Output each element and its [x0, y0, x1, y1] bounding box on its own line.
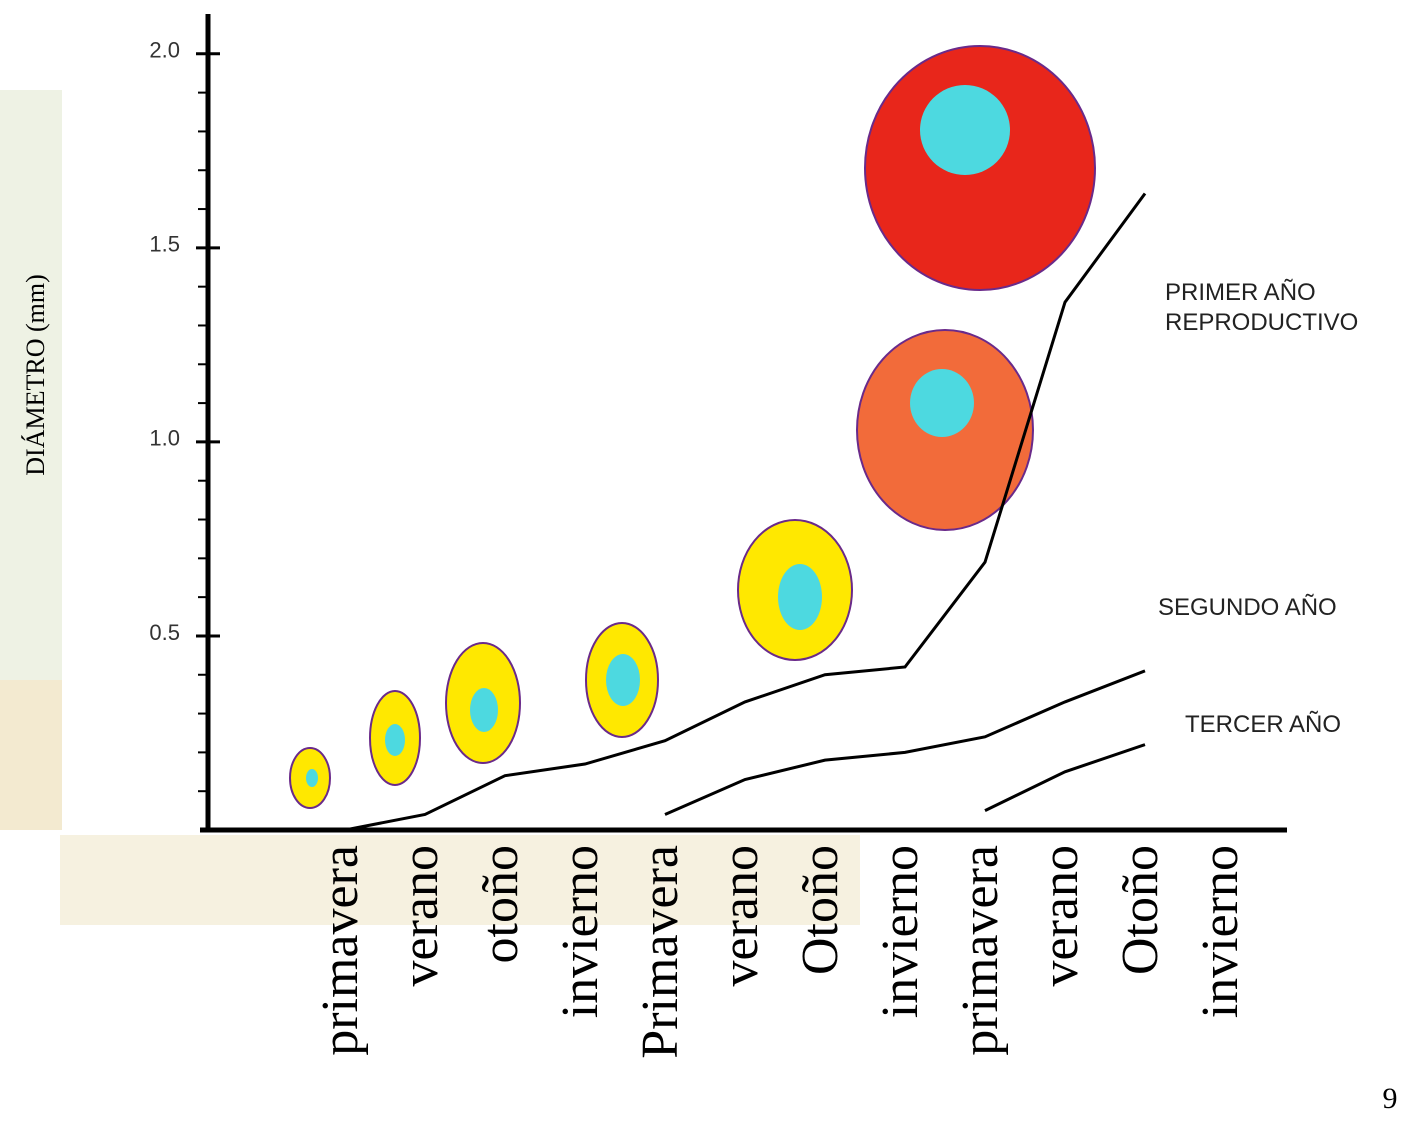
x-tick-label: otoño [472, 845, 529, 963]
x-tick-label: primavera [952, 845, 1009, 1056]
x-tick-label: invierno [1192, 845, 1249, 1018]
series-label: PRIMER AÑO REPRODUCTIVO [1165, 278, 1405, 338]
x-tick-label: Primavera [632, 845, 689, 1059]
x-tick-label: Otoño [792, 845, 849, 975]
x-tick-label: invierno [552, 845, 609, 1018]
y-axis-label: DIÁMETRO (mm) [21, 274, 50, 475]
chart: DIÁMETRO (mm) 9 0.5 1.0 1.5 2.0 primavera ver… [0, 0, 1421, 1128]
slide: DIÁMETRO (mm) 9 0.5 1.0 1.5 2.0 primavera ver… [0, 0, 1421, 1128]
series-line [665, 671, 1145, 815]
x-tick-label: primavera [312, 845, 369, 1056]
x-tick-label: verano [392, 845, 449, 986]
y-tick-label: 2.0 [149, 38, 180, 63]
cells [290, 46, 1095, 808]
background-image [0, 680, 62, 830]
x-tick-label: verano [1032, 845, 1089, 986]
x-tick-label: verano [712, 845, 769, 986]
x-tick-label: Otoño [1112, 845, 1169, 975]
series-label: SEGUNDO AÑO [1158, 593, 1421, 623]
series-line [985, 745, 1145, 811]
y-tick-label: 0.5 [149, 620, 180, 645]
y-tick-label: 1.5 [149, 232, 180, 257]
y-tick-label: 1.0 [149, 426, 180, 451]
page-number: 9 [1383, 1082, 1398, 1115]
x-tick-label: invierno [872, 845, 929, 1018]
series-label: TERCER AÑO [1185, 710, 1421, 740]
